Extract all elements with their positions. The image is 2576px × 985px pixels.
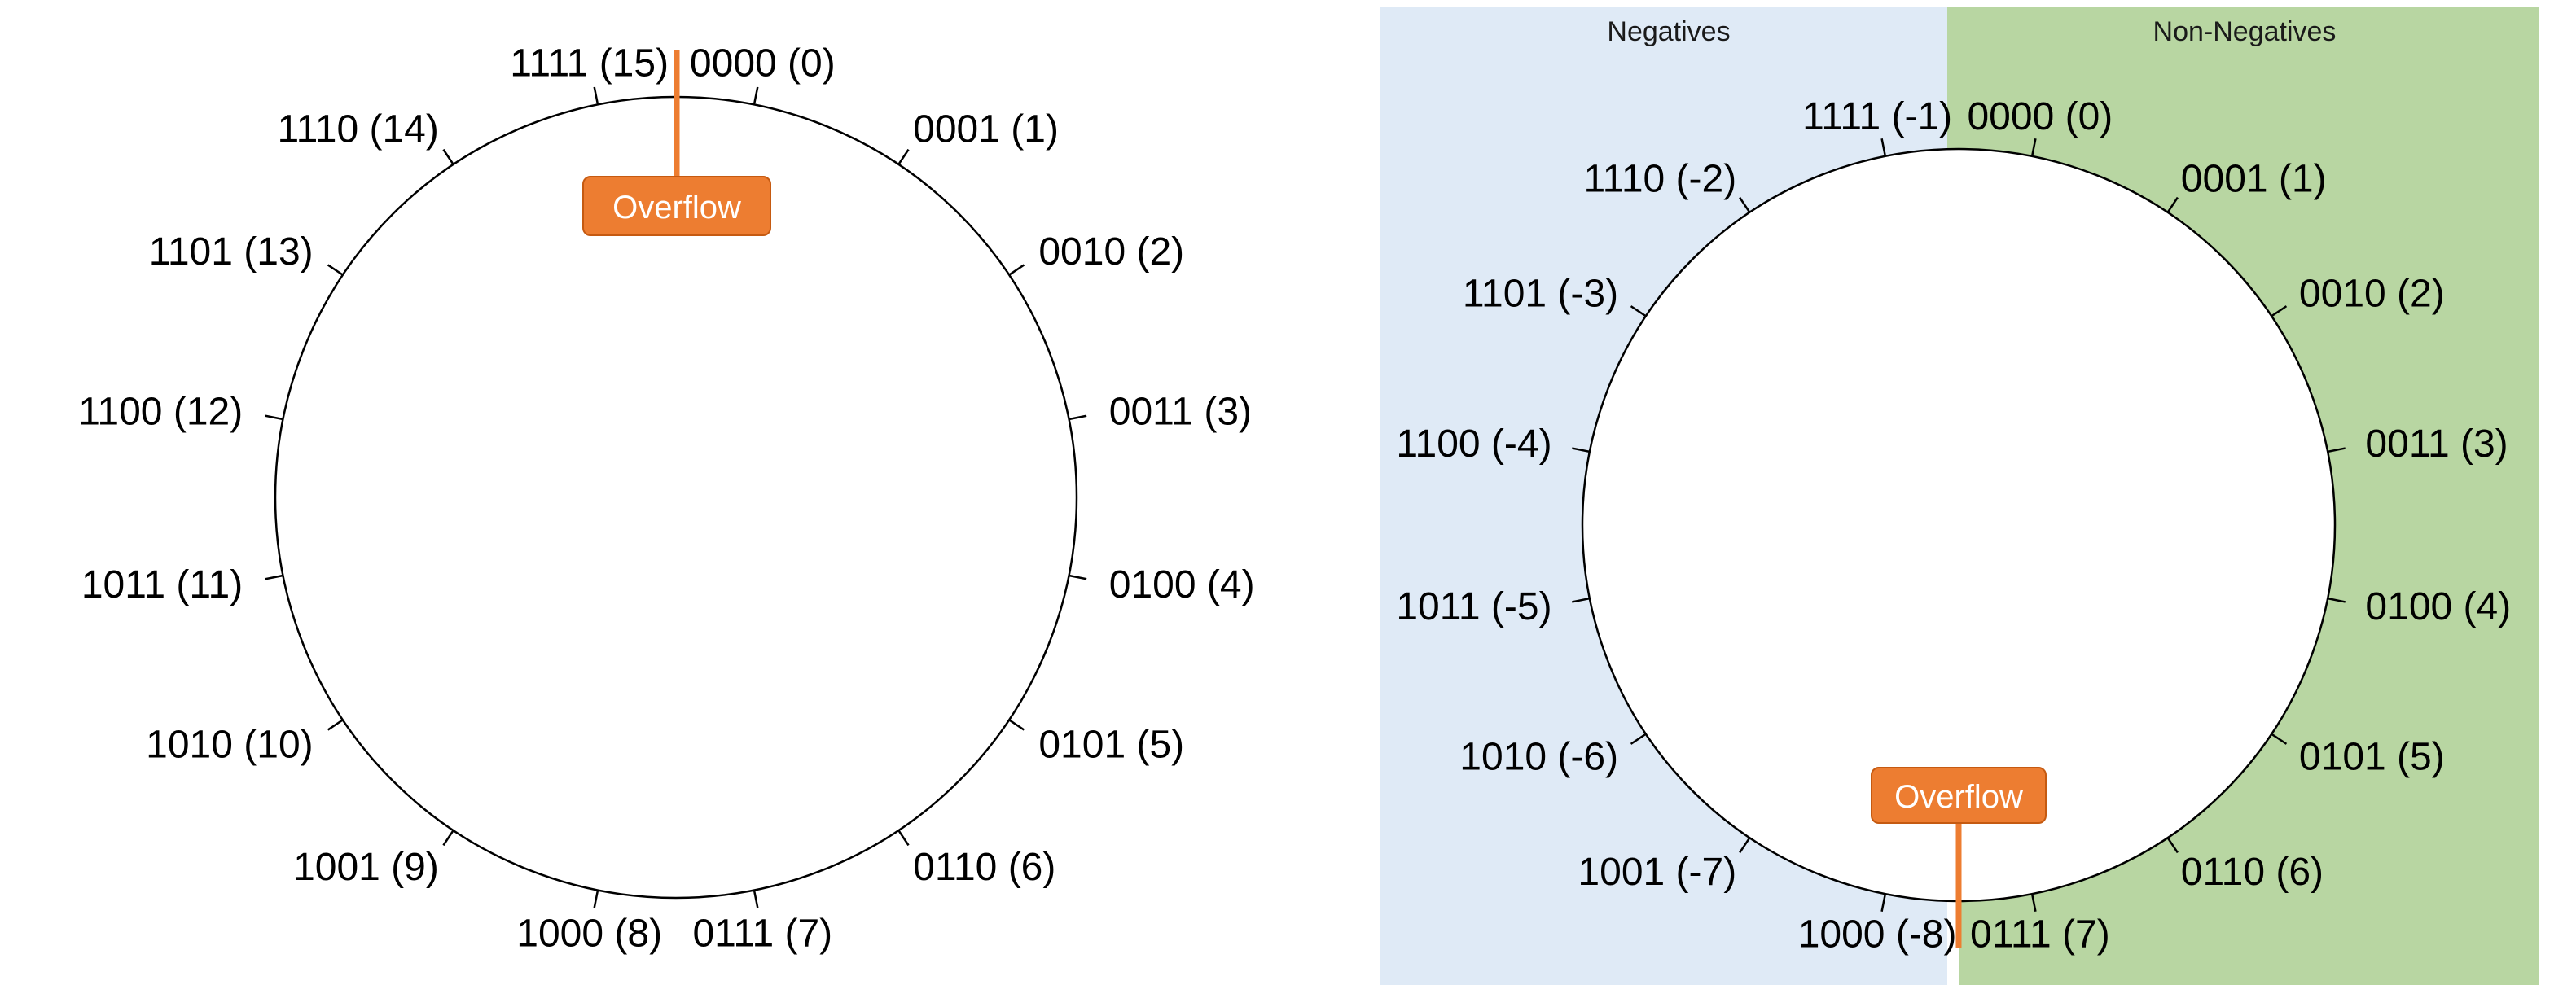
unsigned-wheel-tick: [897, 148, 910, 165]
signed-wheel-tick: [2327, 597, 2346, 603]
signed-wheel-label: 1100 (-4): [1396, 422, 1551, 466]
unsigned-wheel-label: 0001 (1): [913, 108, 1059, 151]
unsigned-overflow-label: Overflow: [612, 190, 741, 225]
unsigned-wheel-label: 1110 (14): [277, 108, 438, 151]
unsigned-wheel-label: 1011 (11): [81, 563, 243, 606]
signed-wheel-label: 1001 (-7): [1578, 851, 1736, 894]
unsigned-wheel-label: 0100 (4): [1109, 563, 1255, 606]
unsigned-wheel-label: 1001 (9): [293, 846, 439, 889]
unsigned-wheel-label: 0110 (6): [913, 846, 1055, 889]
signed-wheel-label: 1011 (-5): [1396, 585, 1551, 628]
signed-wheel: 0000 (0) 0001 (1) 0010 (2) 0011 (3) 0100 (4)…: [1396, 95, 2511, 956]
unsigned-wheel-tick: [442, 830, 454, 847]
unsigned-wheel-tick: [753, 890, 759, 908]
signed-overflow-marker: Overflow: [1871, 767, 2047, 948]
signed-wheel-tick: [1630, 733, 1647, 745]
signed-wheel-tick: [2030, 893, 2037, 912]
signed-wheel-tick: [2271, 305, 2288, 317]
signed-wheel-label: 0110 (6): [2181, 851, 2324, 894]
signed-wheel-label: 0100 (4): [2365, 585, 2511, 628]
unsigned-wheel-label: 0010 (2): [1038, 230, 1184, 274]
signed-wheel-tick: [1630, 305, 1647, 317]
unsigned-wheel-tick: [593, 86, 599, 105]
unsigned-overflow-marker: Overflow: [582, 50, 771, 236]
non-negatives-region-top: [1947, 7, 1964, 153]
signed-wheel-label: 0111 (7): [1970, 913, 2110, 956]
unsigned-wheel-tick: [753, 86, 759, 105]
unsigned-wheel-label: 1010 (10): [146, 724, 313, 767]
unsigned-wheel-tick: [327, 264, 344, 276]
signed-wheel-tick: [2271, 733, 2288, 745]
unsigned-wheel-label: 0101 (5): [1038, 724, 1184, 767]
unsigned-wheel-label: 1111 (15): [510, 42, 669, 85]
signed-wheel-tick: [2166, 196, 2179, 213]
unsigned-wheel-tick: [1008, 719, 1025, 731]
signed-wheel-tick: [2327, 447, 2346, 453]
unsigned-wheel-label: 0011 (3): [1109, 390, 1252, 433]
unsigned-wheel-tick: [1008, 264, 1025, 276]
unsigned-wheel-label: 1000 (8): [516, 912, 662, 955]
signed-wheel-label: 1010 (-6): [1459, 736, 1618, 779]
signed-wheel-label: 0000 (0): [1967, 95, 2113, 138]
unsigned-wheel: 0000 (0) 0001 (1) 0010 (2) 0011 (3) 0100 (4)…: [78, 42, 1254, 955]
signed-wheel-tick: [1739, 837, 1751, 854]
unsigned-wheel-tick: [265, 414, 283, 421]
unsigned-overflow-badge: [582, 176, 771, 236]
unsigned-wheel-label: 0111 (7): [692, 912, 832, 955]
signed-wheel-label: 0010 (2): [2299, 273, 2445, 316]
signed-overflow-label: Overflow: [1894, 779, 2023, 815]
unsigned-wheel-tick: [1069, 414, 1087, 421]
signed-wheel-tick: [1572, 597, 1591, 603]
negatives-label: Negatives: [1607, 16, 1730, 47]
unsigned-wheel-tick: [442, 148, 454, 165]
unsigned-wheel-tick: [593, 890, 599, 908]
signed-wheel-tick: [1572, 447, 1591, 453]
unsigned-wheel-label: 1101 (13): [149, 230, 314, 274]
unsigned-wheel-tick: [897, 830, 910, 847]
signed-wheel-label: 1000 (-8): [1798, 913, 1957, 956]
signed-wheel-tick: [1880, 138, 1887, 157]
non-negatives-label: Non-Negatives: [2153, 16, 2337, 47]
unsigned-wheel-tick: [1069, 574, 1087, 580]
unsigned-wheel-label: 0000 (0): [690, 42, 836, 85]
signed-wheel-label: 1110 (-2): [1584, 157, 1737, 200]
signed-wheel-tick: [1880, 893, 1887, 912]
signed-wheel-label: 0001 (1): [2181, 157, 2327, 200]
signed-overflow-badge: [1871, 767, 2047, 824]
unsigned-wheel-tick: [265, 574, 283, 580]
signed-wheel-label: 1101 (-3): [1463, 273, 1618, 316]
signed-wheel-label: 0101 (5): [2299, 736, 2445, 779]
signed-wheel-tick: [2166, 837, 2179, 854]
signed-wheel-tick: [1739, 196, 1751, 213]
unsigned-wheel-tick: [327, 719, 344, 731]
signed-wheel-tick: [2030, 138, 2037, 157]
unsigned-wheel-label: 1100 (12): [78, 390, 243, 433]
signed-wheel-label: 0011 (3): [2365, 422, 2508, 466]
signed-wheel-label: 1111 (-1): [1802, 95, 1952, 138]
